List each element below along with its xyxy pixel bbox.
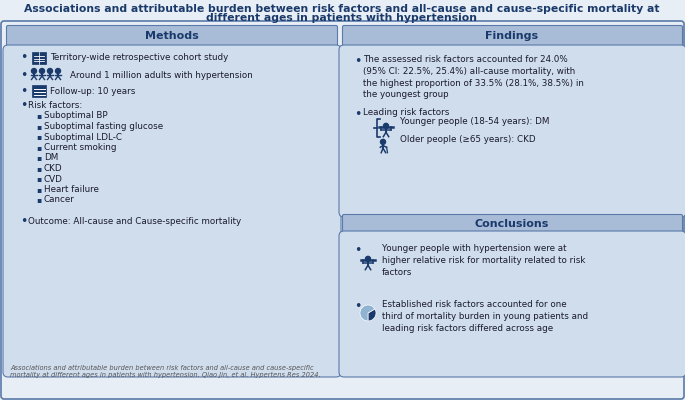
Circle shape xyxy=(40,68,45,74)
Circle shape xyxy=(32,68,36,74)
Text: Current smoking: Current smoking xyxy=(44,143,116,152)
FancyBboxPatch shape xyxy=(3,45,341,377)
Text: ▪: ▪ xyxy=(36,122,41,131)
Text: Associations and attributable burden between risk factors and all-cause and caus: Associations and attributable burden bet… xyxy=(10,365,321,378)
Wedge shape xyxy=(360,305,375,321)
Text: ▪: ▪ xyxy=(36,164,41,173)
FancyBboxPatch shape xyxy=(6,26,338,46)
Text: •: • xyxy=(20,216,27,228)
FancyBboxPatch shape xyxy=(32,52,46,64)
FancyBboxPatch shape xyxy=(32,85,46,97)
Text: Outcome: All-cause and Cause-specific mortality: Outcome: All-cause and Cause-specific mo… xyxy=(28,218,241,226)
Text: CVD: CVD xyxy=(44,174,63,184)
Text: Established risk factors accounted for one
third of mortality burden in young pa: Established risk factors accounted for o… xyxy=(382,300,588,333)
FancyBboxPatch shape xyxy=(339,231,685,377)
Text: Conclusions: Conclusions xyxy=(475,219,549,229)
Text: Methods: Methods xyxy=(145,31,199,41)
Text: ▪: ▪ xyxy=(36,185,41,194)
Text: Territory-wide retrospective cohort study: Territory-wide retrospective cohort stud… xyxy=(50,54,228,62)
Text: Heart failure: Heart failure xyxy=(44,185,99,194)
Text: Suboptimal fasting glucose: Suboptimal fasting glucose xyxy=(44,122,163,131)
Text: ▪: ▪ xyxy=(36,154,41,162)
Text: ▪: ▪ xyxy=(36,143,41,152)
Text: Risk factors:: Risk factors: xyxy=(28,100,82,110)
Text: Older people (≥65 years): CKD: Older people (≥65 years): CKD xyxy=(400,136,536,144)
FancyBboxPatch shape xyxy=(342,214,682,234)
Text: DM: DM xyxy=(44,154,58,162)
Text: •: • xyxy=(20,68,27,82)
Text: Suboptimal LDL-C: Suboptimal LDL-C xyxy=(44,132,122,142)
Text: ▪: ▪ xyxy=(36,132,41,142)
Text: Findings: Findings xyxy=(486,31,538,41)
Text: Younger people (18-54 years): DM: Younger people (18-54 years): DM xyxy=(400,118,549,126)
Text: Associations and attributable burden between risk factors and all-cause and caus: Associations and attributable burden bet… xyxy=(24,4,660,14)
Text: •: • xyxy=(354,108,362,121)
Text: ▪: ▪ xyxy=(36,174,41,184)
Circle shape xyxy=(55,68,60,74)
Text: •: • xyxy=(354,300,362,313)
Text: •: • xyxy=(354,244,362,257)
Text: Younger people with hypertension were at
higher relative risk for mortality rela: Younger people with hypertension were at… xyxy=(382,244,586,277)
Circle shape xyxy=(47,68,53,74)
Text: different ages in patients with hypertension: different ages in patients with hyperten… xyxy=(206,13,477,23)
Text: Cancer: Cancer xyxy=(44,196,75,204)
Text: Suboptimal BP: Suboptimal BP xyxy=(44,112,108,120)
Circle shape xyxy=(384,123,388,128)
Text: CKD: CKD xyxy=(44,164,62,173)
Text: •: • xyxy=(20,52,27,64)
Text: ▪: ▪ xyxy=(36,196,41,204)
Text: •: • xyxy=(20,98,27,112)
Text: Around 1 million adults with hypertension: Around 1 million adults with hypertensio… xyxy=(70,70,253,80)
FancyBboxPatch shape xyxy=(339,45,685,217)
Text: Follow-up: 10 years: Follow-up: 10 years xyxy=(50,86,136,96)
Text: ▪: ▪ xyxy=(36,112,41,120)
Text: The assessed risk factors accounted for 24.0%
(95% CI: 22.5%, 25.4%) all-cause m: The assessed risk factors accounted for … xyxy=(363,55,584,99)
Wedge shape xyxy=(368,309,376,321)
Text: •: • xyxy=(354,55,362,68)
Text: Leading risk factors: Leading risk factors xyxy=(363,108,449,117)
FancyBboxPatch shape xyxy=(342,26,682,46)
FancyBboxPatch shape xyxy=(1,21,684,399)
Circle shape xyxy=(366,256,371,262)
Text: •: • xyxy=(20,84,27,98)
Circle shape xyxy=(380,139,386,144)
